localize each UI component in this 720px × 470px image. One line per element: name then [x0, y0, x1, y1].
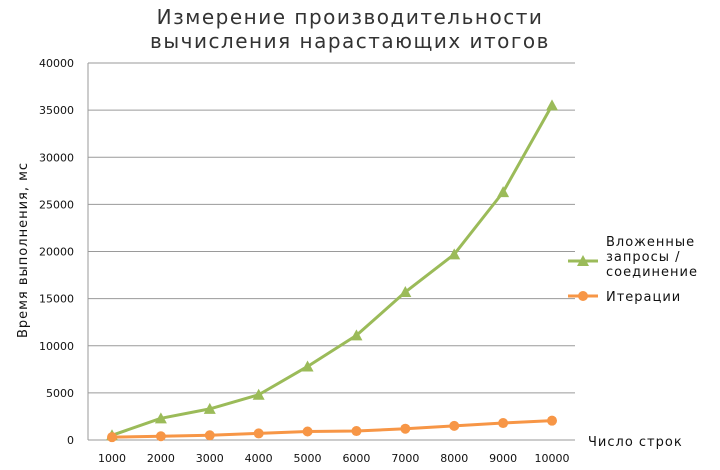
y-tick-label: 30000 — [39, 151, 74, 164]
series-line — [111, 419, 553, 439]
y-tick-label: 15000 — [39, 293, 74, 306]
legend-swatch-marker — [577, 255, 589, 266]
data-point — [301, 360, 314, 372]
x-tick-label: 8000 — [440, 452, 468, 465]
x-axis-label: Число строк — [588, 435, 683, 450]
data-point — [547, 415, 557, 426]
data-point — [204, 430, 215, 441]
data-point — [497, 186, 510, 198]
data-point — [350, 329, 363, 341]
legend-label: запросы / — [606, 250, 681, 265]
x-tick-label: 1000 — [98, 452, 126, 465]
series-line — [111, 104, 554, 437]
chart-title: Измерение производительности вычисления … — [150, 5, 550, 53]
x-tick-label: 10000 — [535, 452, 570, 465]
y-tick-label: 10000 — [39, 340, 74, 353]
data-point — [252, 388, 265, 400]
data-point — [546, 99, 558, 111]
legend-label: Итерации — [606, 290, 681, 305]
y-tick-label: 40000 — [39, 57, 74, 70]
y-axis-label: Время выполнения, мс — [16, 162, 31, 338]
data-point — [107, 432, 117, 443]
axes — [87, 63, 575, 441]
data-point — [448, 248, 461, 260]
gridlines — [88, 62, 575, 394]
data-point — [449, 420, 460, 431]
legend-item: Итерации — [568, 290, 681, 305]
x-axis-ticks: 1000 2000 3000 4000 5000 6000 7000 8000 9000 1000… — [98, 452, 570, 465]
legend-label: Вложенные — [606, 235, 695, 250]
x-tick-label: 5000 — [294, 452, 322, 465]
data-point — [351, 426, 362, 437]
x-tick-label: 2000 — [147, 452, 175, 465]
x-tick-label: 6000 — [342, 452, 370, 465]
x-tick-label: 4000 — [245, 452, 273, 465]
data-point — [498, 418, 509, 429]
series-1 — [106, 99, 558, 441]
data-point — [154, 412, 167, 424]
y-tick-label: 25000 — [39, 198, 74, 211]
data-point — [253, 428, 264, 439]
legend-label: соединение — [606, 265, 698, 280]
y-axis-ticks: 0 5000 10000 15000 20000 25000 30000 35000 40000 — [39, 57, 74, 447]
data-point — [302, 426, 313, 437]
series-2 — [107, 415, 557, 443]
x-tick-label: 3000 — [196, 452, 224, 465]
data-point — [399, 286, 412, 298]
series-group — [106, 99, 558, 443]
data-point — [400, 423, 411, 434]
chart-title-line-2: вычисления нарастающих итогов — [150, 29, 550, 53]
y-tick-label: 5000 — [46, 387, 74, 400]
legend-swatch-marker — [578, 291, 588, 301]
y-tick-label: 35000 — [39, 104, 74, 117]
data-point — [155, 431, 166, 442]
chart-title-line-1: Измерение производительности — [157, 5, 544, 29]
y-tick-label: 20000 — [39, 246, 74, 259]
x-tick-label: 9000 — [489, 452, 517, 465]
x-tick-label: 7000 — [391, 452, 419, 465]
data-point — [203, 402, 216, 414]
y-tick-label: 0 — [67, 434, 74, 447]
